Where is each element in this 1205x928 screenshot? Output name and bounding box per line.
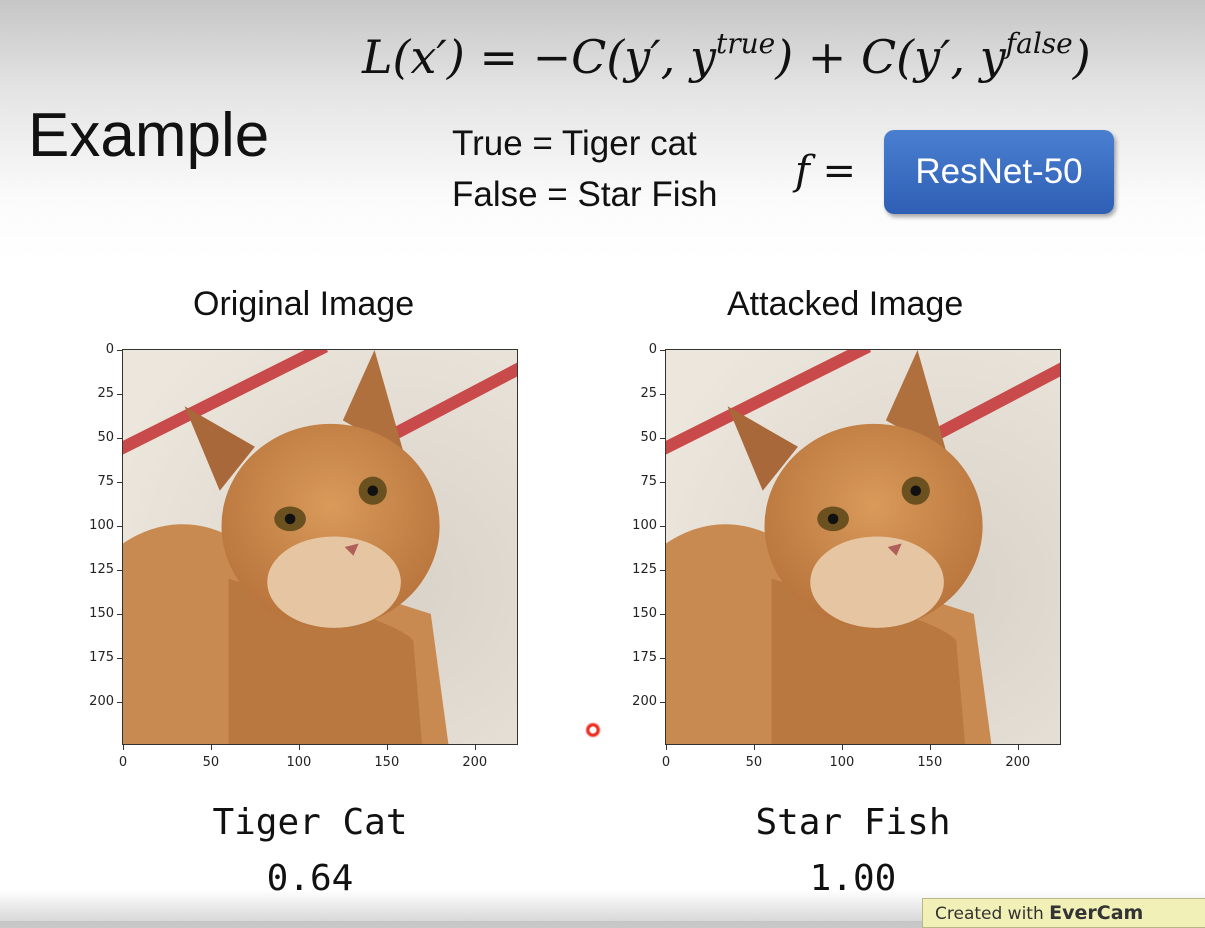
y-tick-mark	[117, 437, 122, 439]
x-tick-label: 150	[374, 755, 400, 770]
original-confidence: 0.64	[266, 858, 354, 899]
attacked-confidence: 1.00	[809, 858, 897, 899]
y-tick-mark	[660, 657, 665, 659]
y-tick-label: 175	[632, 649, 657, 665]
y-tick-mark	[117, 701, 122, 703]
y-tick-label: 150	[632, 605, 657, 621]
resnet-50-button[interactable]: ResNet-50	[884, 130, 1114, 214]
x-tick-label: 50	[745, 755, 763, 770]
x-tick-label: 200	[462, 755, 488, 770]
x-tick-mark	[753, 745, 755, 750]
formula-part: ) + C(y′, y	[775, 30, 1006, 84]
watermark-prefix: Created with	[935, 904, 1044, 924]
y-tick-label: 75	[640, 473, 657, 489]
formula-sup-false: false	[1005, 26, 1073, 60]
x-tick-label: 100	[286, 755, 312, 770]
watermark-brand: EverCam	[1049, 902, 1144, 924]
y-tick-label: 50	[97, 429, 114, 445]
y-tick-mark	[660, 437, 665, 439]
x-tick-mark	[298, 745, 300, 750]
y-tick-label: 200	[632, 693, 657, 709]
x-tick-label: 0	[118, 755, 128, 770]
x-tick-mark	[841, 745, 843, 750]
x-tick-mark	[386, 745, 388, 750]
y-tick-label: 75	[97, 473, 114, 489]
x-tick-mark	[474, 745, 476, 750]
original-image-plot	[122, 349, 518, 745]
x-tick-mark	[1017, 745, 1019, 750]
y-tick-label: 175	[89, 649, 114, 665]
original-image-title: Original Image	[193, 285, 415, 323]
y-tick-mark	[660, 525, 665, 527]
x-tick-label: 100	[829, 755, 855, 770]
y-tick-mark	[660, 569, 665, 571]
y-tick-label: 125	[89, 561, 114, 577]
x-tick-mark	[210, 745, 212, 750]
y-tick-mark	[660, 393, 665, 395]
y-tick-mark	[660, 481, 665, 483]
x-tick-mark	[666, 745, 667, 750]
x-tick-label: 200	[1005, 755, 1031, 770]
x-tick-mark	[123, 745, 124, 750]
y-tick-mark	[660, 350, 665, 351]
y-tick-label: 100	[89, 517, 114, 533]
cursor-pointer-icon	[585, 722, 601, 738]
evercam-watermark: Created with EverCam	[922, 898, 1205, 928]
y-tick-label: 25	[640, 385, 657, 401]
x-tick-label: 50	[202, 755, 220, 770]
y-tick-label: 100	[632, 517, 657, 533]
attacked-image-title: Attacked Image	[727, 285, 964, 323]
y-tick-label: 50	[640, 429, 657, 445]
attacked-image-plot	[665, 349, 1061, 745]
formula-sup-true: true	[715, 26, 776, 60]
y-tick-mark	[117, 613, 122, 615]
y-tick-label: 200	[89, 693, 114, 709]
original-prediction: Tiger Cat	[212, 802, 408, 843]
x-tick-label: 0	[661, 755, 671, 770]
y-tick-label: 125	[632, 561, 657, 577]
y-tick-mark	[660, 701, 665, 703]
slide-heading: Example	[28, 101, 270, 170]
loss-formula: L(x′) = −C(y′, ytrue) + C(y′, yfalse)	[362, 26, 1091, 84]
false-label: False = Star Fish	[452, 175, 718, 214]
y-tick-mark	[660, 613, 665, 615]
y-tick-label: 150	[89, 605, 114, 621]
model-prefix: f =	[795, 148, 857, 194]
y-tick-label: 0	[105, 342, 114, 357]
formula-part: L(x′) = −C(y′, y	[362, 30, 716, 84]
y-tick-mark	[117, 525, 122, 527]
cat-image	[666, 350, 1060, 744]
y-tick-mark	[117, 657, 122, 659]
attacked-prediction: Star Fish	[755, 802, 951, 843]
y-tick-label: 0	[648, 342, 657, 357]
y-tick-mark	[117, 350, 122, 351]
x-tick-label: 150	[917, 755, 943, 770]
y-tick-mark	[117, 481, 122, 483]
x-tick-mark	[929, 745, 931, 750]
y-tick-label: 25	[97, 385, 114, 401]
cat-image	[123, 350, 517, 744]
y-tick-mark	[117, 569, 122, 571]
formula-part: )	[1072, 30, 1091, 84]
y-tick-mark	[117, 393, 122, 395]
true-label: True = Tiger cat	[452, 124, 697, 163]
